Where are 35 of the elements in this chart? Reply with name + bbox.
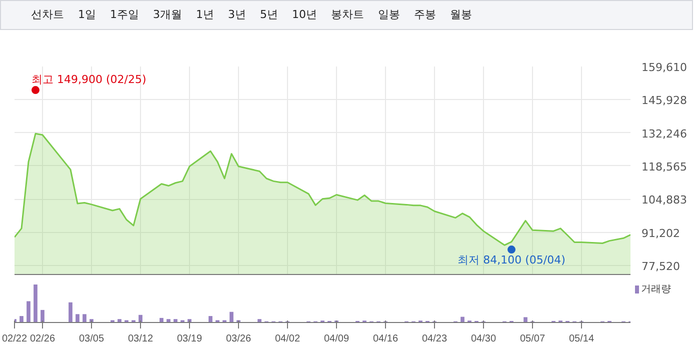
x-tick-label: 04/02 xyxy=(274,334,300,344)
x-tick-label: 02/22 xyxy=(2,334,28,344)
y-tick-label: 145,928 xyxy=(642,94,687,108)
text: 10년 xyxy=(292,7,317,23)
y-tick-label: 118,565 xyxy=(642,160,687,174)
annotation: 최고 149,900 (02/25) xyxy=(32,73,146,86)
text: 3개월 xyxy=(153,7,182,23)
text: 선차트 xyxy=(31,7,64,23)
y-tick-label: 77,520 xyxy=(642,260,680,273)
y-tick-label: 91,202 xyxy=(642,226,680,240)
text: 5년 xyxy=(260,7,278,23)
text: 주봉 xyxy=(414,7,436,23)
text: 3년 xyxy=(228,7,246,23)
x-tick-label: 04/16 xyxy=(372,334,398,344)
text: 월봉 xyxy=(450,7,472,23)
text: 봉차트 xyxy=(331,7,364,23)
y-tick-label: 132,246 xyxy=(642,127,687,140)
y-tick-label: 104,883 xyxy=(642,194,687,207)
text: 1년 xyxy=(196,7,214,23)
x-tick-label: 03/12 xyxy=(128,334,154,344)
x-tick-label: 04/09 xyxy=(324,334,350,344)
annotation: 최저 84,100 (05/04) xyxy=(458,254,566,267)
x-tick-label: 03/05 xyxy=(78,334,104,344)
text: 일봉 xyxy=(378,7,400,23)
legend-label: 거래량 xyxy=(641,283,671,296)
y-tick-label: 159,610 xyxy=(642,61,687,74)
x-tick-label: 02/26 xyxy=(30,334,56,344)
x-tick-label: 05/14 xyxy=(568,334,594,344)
x-tick-label: 04/30 xyxy=(470,334,496,344)
x-tick-label: 03/19 xyxy=(176,334,202,344)
text: 1일 xyxy=(78,7,96,23)
x-tick-label: 03/26 xyxy=(226,334,252,344)
x-tick-label: 04/23 xyxy=(422,334,448,344)
x-tick-label: 05/07 xyxy=(520,334,546,344)
text: 1주일 xyxy=(110,7,139,23)
